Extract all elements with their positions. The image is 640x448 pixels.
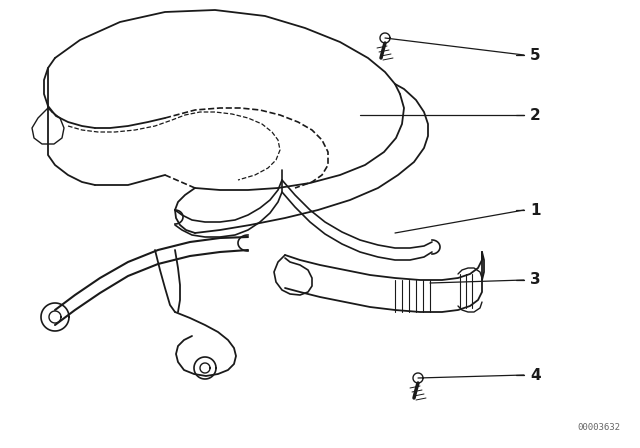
Text: 1: 1 [530,202,541,217]
Text: 5: 5 [530,47,541,63]
Text: 2: 2 [530,108,541,122]
Text: 4: 4 [530,367,541,383]
Text: 00003632: 00003632 [577,423,620,432]
Text: 3: 3 [530,272,541,288]
